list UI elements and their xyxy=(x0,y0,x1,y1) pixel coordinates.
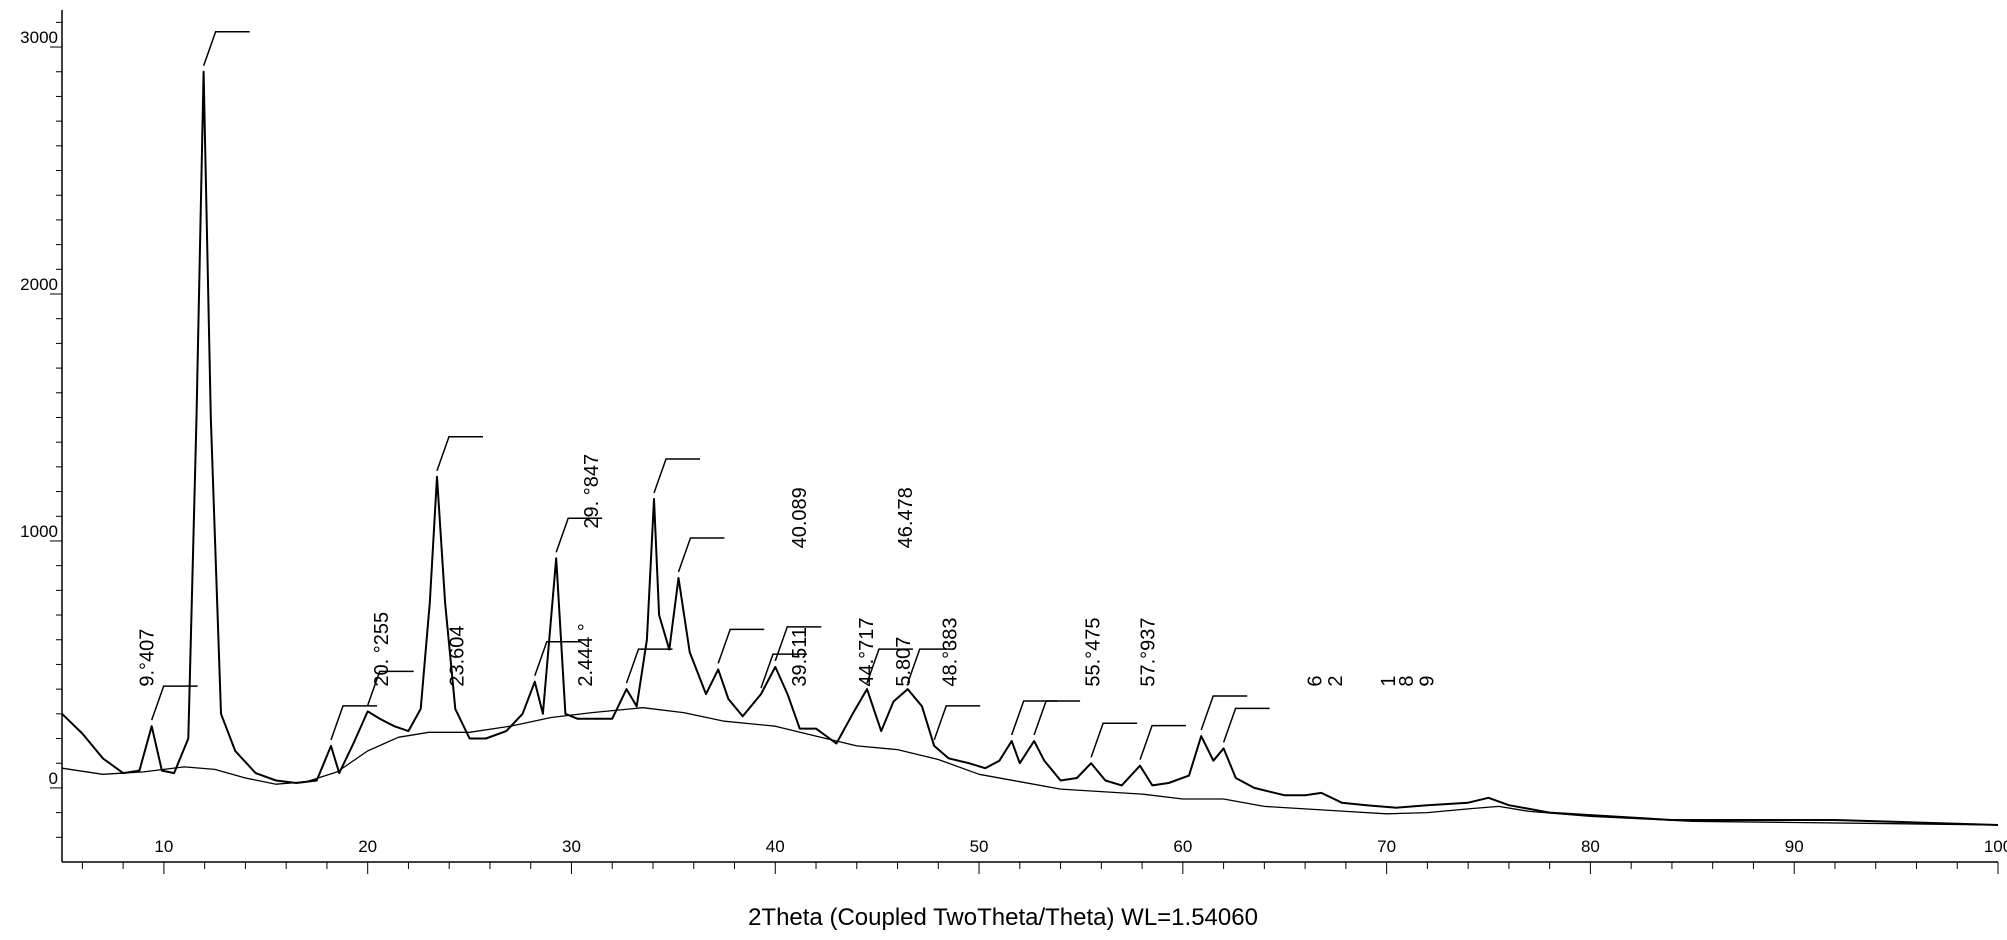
x-tick-label: 30 xyxy=(562,837,581,856)
peak-label: 6 xyxy=(1304,676,1326,687)
peak-label: 55.°475 xyxy=(1082,617,1104,686)
peak-marker xyxy=(202,30,250,66)
series-measured xyxy=(61,70,1999,826)
peak-marker xyxy=(774,626,822,662)
peak-marker xyxy=(1139,724,1187,760)
peak-label: 46.478 xyxy=(895,487,917,548)
x-tick-label: 20 xyxy=(358,837,377,856)
peak-label: 29. °847 xyxy=(581,454,603,529)
peak-marker xyxy=(534,640,581,676)
peak-marker xyxy=(866,648,913,684)
peak-marker xyxy=(625,648,673,684)
x-tick-label: 90 xyxy=(1785,837,1804,856)
x-tick-label: 70 xyxy=(1377,837,1396,856)
x-axis-title: 2Theta (Coupled TwoTheta/Theta) WL=1.540… xyxy=(748,904,1258,931)
y-tick-label: 2000 xyxy=(20,275,58,294)
y-tick-label: 3000 xyxy=(20,28,58,47)
peak-label: 39.511 xyxy=(789,627,811,687)
peak-label: 2 xyxy=(1325,676,1347,687)
peak-marker xyxy=(907,648,954,684)
peak-marker xyxy=(760,653,807,689)
peak-marker xyxy=(1200,695,1248,731)
y-tick-label: 1000 xyxy=(20,522,58,541)
peak-marker xyxy=(330,705,378,741)
x-tick-label: 80 xyxy=(1581,837,1600,856)
peak-marker xyxy=(366,670,414,706)
peak-marker xyxy=(555,517,603,553)
peak-label: 40.089 xyxy=(789,487,811,548)
peak-marker xyxy=(1033,700,1081,736)
peak-label: 57.°937 xyxy=(1137,617,1159,686)
peak-marker xyxy=(677,537,725,573)
peak-label: 1 xyxy=(1378,676,1400,687)
peak-label: 2.444 ° xyxy=(575,623,597,687)
peak-marker xyxy=(933,705,981,741)
peak-marker xyxy=(436,435,483,471)
x-tick-label: 100 xyxy=(1984,837,2007,856)
plot-area: 10203040506070809010001000200030009.°407… xyxy=(20,10,2007,874)
peak-marker xyxy=(1010,700,1058,736)
peak-marker xyxy=(1222,707,1270,743)
peak-label: 44.°717 xyxy=(856,617,878,686)
peak-marker xyxy=(717,628,765,664)
peak-label: 5.807 xyxy=(893,637,915,687)
x-tick-label: 10 xyxy=(154,837,173,856)
peak-marker xyxy=(150,685,198,721)
peak-label: 9.°407 xyxy=(137,629,159,687)
peak-label: 8 xyxy=(1396,676,1418,687)
x-tick-label: 60 xyxy=(1173,837,1192,856)
peak-label: 9 xyxy=(1417,676,1439,687)
peak-label: 20. °255 xyxy=(371,612,393,687)
series-background xyxy=(61,707,1999,826)
x-tick-label: 40 xyxy=(766,837,785,856)
x-tick-label: 50 xyxy=(970,837,989,856)
peak-label: 48.°383 xyxy=(940,617,962,686)
peak-label: 23.604 xyxy=(446,625,468,686)
peak-marker xyxy=(653,458,701,494)
peak-marker xyxy=(1090,722,1138,758)
y-tick-label: 0 xyxy=(49,769,58,788)
